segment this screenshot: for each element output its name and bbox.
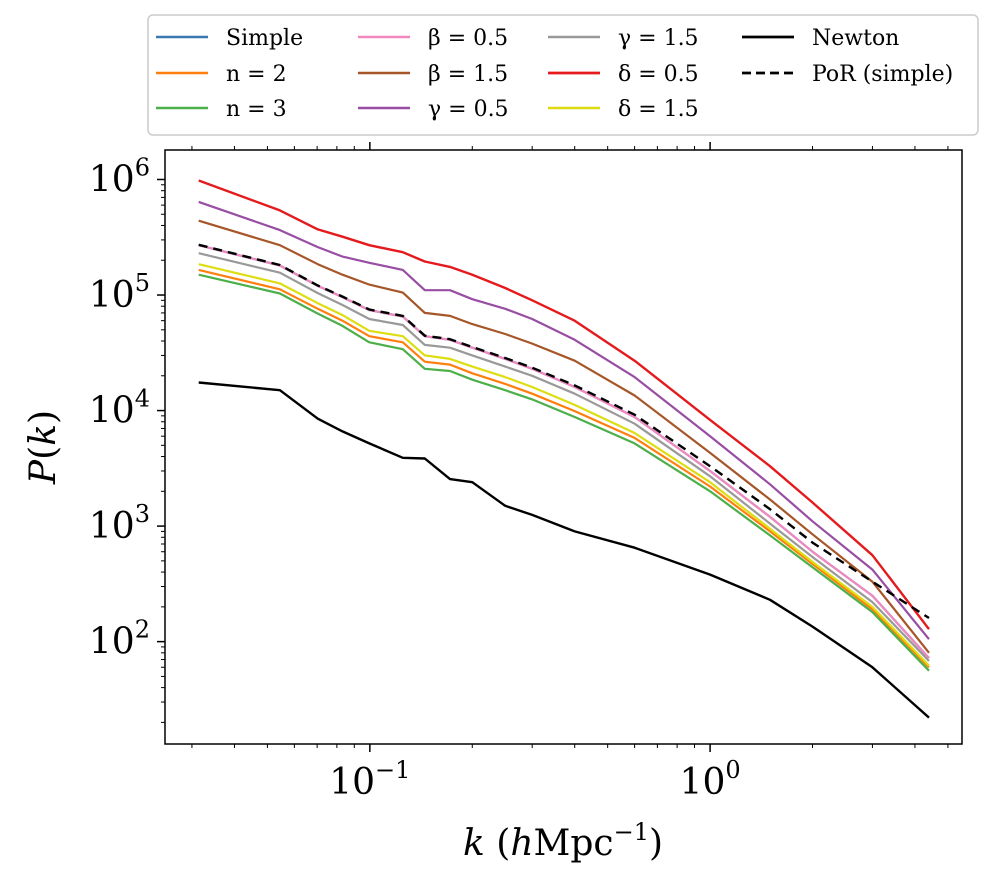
y-axis-label: P(k): [23, 410, 64, 485]
series-line-10: [198, 243, 930, 620]
y-tick-label-1: 103: [89, 500, 150, 547]
y-tick-label-3: 105: [89, 269, 150, 316]
x-axis-ticks: 10−1 100: [329, 142, 741, 803]
legend: Simple n = 2 n = 3 β = 0.5 β = 1.5 γ = 0.5 γ =…: [147, 14, 979, 136]
series-line-1: [198, 268, 930, 669]
x-minor-ticks: [191, 146, 949, 748]
legend-label-4: β = 1.5: [428, 62, 508, 87]
series-line-9: [198, 381, 930, 719]
y-tick-label-2: 104: [89, 385, 150, 432]
y-minor-ticks: [161, 184, 165, 723]
legend-label-7: δ = 0.5: [618, 62, 699, 87]
series-line-6: [198, 252, 930, 662]
x-axis-label: k (hMpc−1): [463, 818, 663, 864]
legend-label-0: Simple: [226, 26, 303, 51]
plot-frame: [164, 149, 963, 745]
series-lines: [198, 179, 930, 719]
legend-label-6: γ = 1.5: [618, 26, 699, 51]
legend-label-1: n = 2: [226, 62, 287, 87]
legend-frame: [147, 14, 979, 136]
series-line-7: [198, 179, 930, 630]
y-tick-label-0: 102: [89, 616, 150, 663]
series-line-5: [198, 200, 930, 640]
series-line-0: [198, 244, 930, 659]
legend-label-10: PoR (simple): [812, 62, 953, 87]
x-tick-label-0: 10−1: [329, 756, 410, 803]
legend-label-9: Newton: [812, 26, 899, 51]
legend-label-2: n = 3: [226, 97, 287, 122]
legend-label-5: γ = 0.5: [428, 97, 509, 122]
y-axis-ticks: 102 103 104 105 106: [89, 153, 165, 663]
series-line-4: [198, 219, 930, 654]
series-line-3: [198, 244, 930, 659]
series-line-2: [198, 273, 930, 672]
legend-label-8: δ = 1.5: [618, 97, 699, 122]
plot-area: 10−1 100 102 103 104 105 106: [89, 142, 963, 803]
legend-items: Simple n = 2 n = 3 β = 0.5 β = 1.5 γ = 0.5 γ =…: [156, 26, 953, 122]
legend-label-3: β = 0.5: [428, 26, 508, 51]
series-line-8: [198, 263, 930, 667]
y-tick-label-4: 106: [89, 153, 150, 200]
x-tick-label-1: 100: [680, 756, 741, 803]
